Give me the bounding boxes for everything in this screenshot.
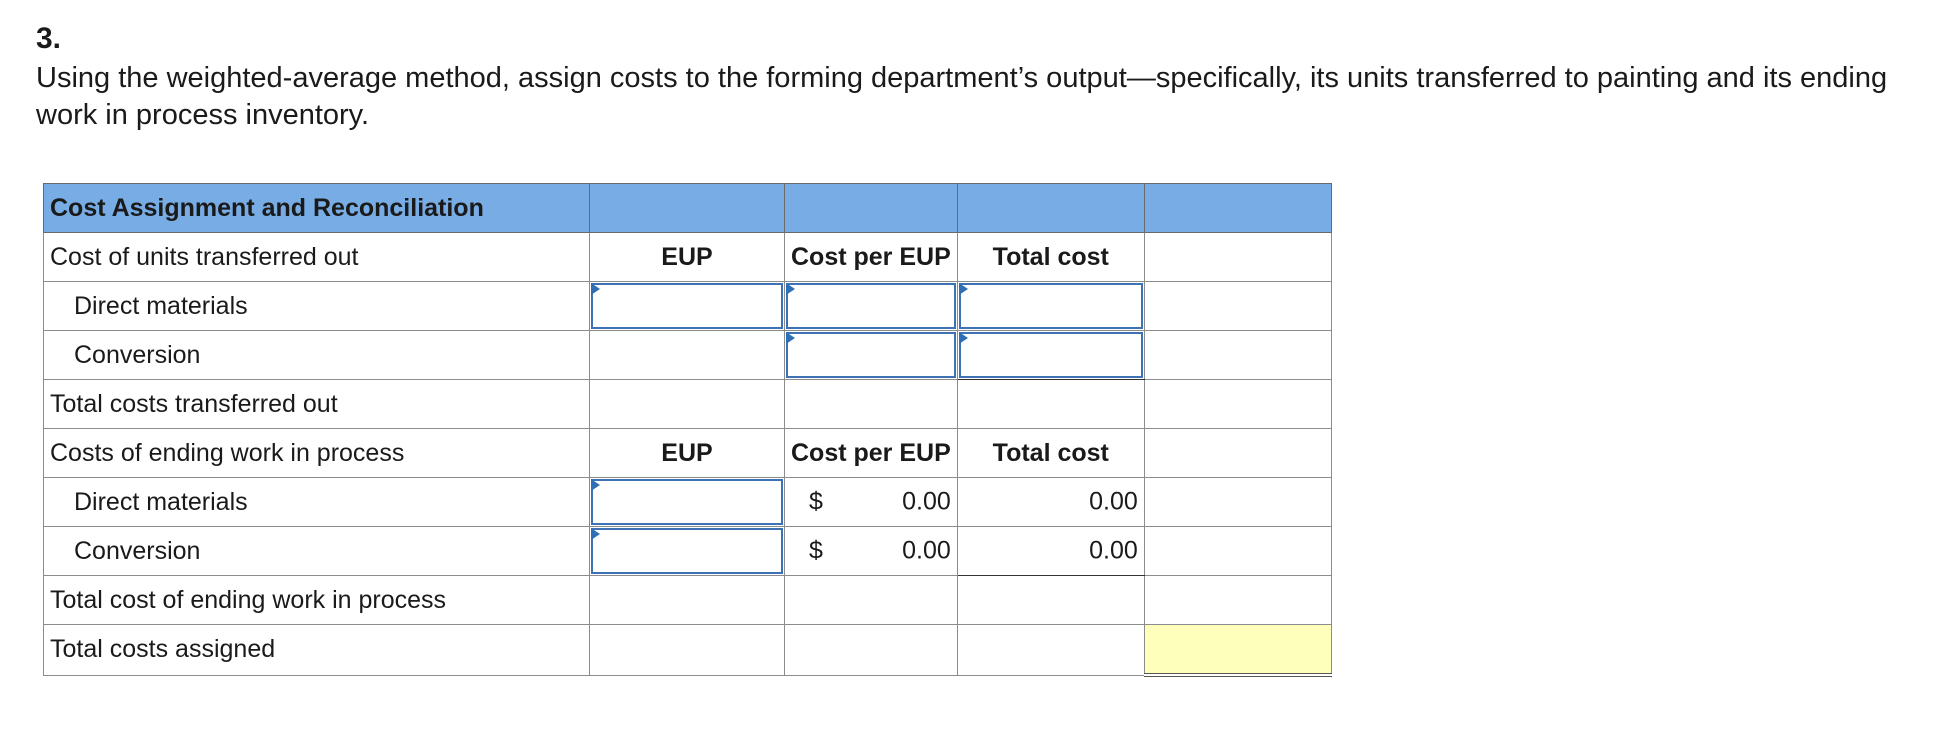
transferred-dm-eup-cell: [589, 281, 785, 331]
table-row: Conversion: [43, 330, 1332, 380]
empty-cell: [589, 575, 785, 625]
empty-cell: [1143, 575, 1332, 625]
ending-wip-conversion-eup-input[interactable]: [591, 528, 783, 574]
empty-cell: [956, 624, 1145, 676]
total-costs-assigned-cell[interactable]: [1143, 624, 1332, 677]
ending-wip-dm-label: Direct materials: [43, 477, 590, 527]
ending-wip-conversion-label: Conversion: [43, 526, 590, 576]
empty-cell: [589, 379, 785, 429]
transferred-conversion-cost-per-eup-cell: [784, 330, 958, 380]
transferred-dm-cost-per-eup-cell: [784, 281, 958, 331]
table-row: Cost of units transferred out EUP Cost p…: [43, 232, 1332, 282]
empty-cell: [1143, 232, 1332, 282]
empty-cell: [589, 624, 785, 676]
empty-cell: [1143, 526, 1332, 576]
table-title: Cost Assignment and Reconciliation: [43, 183, 590, 233]
empty-cell: [784, 624, 958, 676]
ending-wip-dm-cost-per-eup-cell: $ 0.00: [784, 477, 958, 527]
column-header-eup: EUP: [589, 428, 785, 478]
ending-wip-dm-eup-cell: [589, 477, 785, 527]
table-row: Direct materials $ 0.00 0.00: [43, 477, 1332, 527]
ending-wip-dm-eup-input[interactable]: [591, 479, 783, 525]
transferred-dm-label: Direct materials: [43, 281, 590, 331]
header-cell: [589, 183, 785, 233]
ending-wip-conversion-cost-per-eup-value: 0.00: [902, 536, 951, 565]
ending-wip-dm-total-cost-cell: 0.00: [956, 477, 1145, 527]
ending-wip-conversion-cost-per-eup-cell: $ 0.00: [784, 526, 958, 576]
question-prompt: Using the weighted-average method, assig…: [36, 62, 1888, 131]
empty-cell: [1143, 477, 1332, 527]
transferred-dm-total-cost-cell: [956, 281, 1145, 331]
ending-wip-conversion-total-cost-cell: 0.00: [956, 526, 1145, 576]
transferred-conversion-cost-per-eup-input[interactable]: [786, 332, 956, 378]
dollar-sign: $: [809, 536, 823, 565]
table-row: Total cost of ending work in process: [43, 575, 1332, 625]
empty-cell: [589, 330, 785, 380]
transferred-conversion-total-cost-cell: [956, 330, 1145, 380]
empty-cell: [784, 575, 958, 625]
ending-wip-dm-cost-per-eup-value: 0.00: [902, 487, 951, 516]
empty-cell: [784, 379, 958, 429]
table-row: Direct materials: [43, 281, 1332, 331]
total-ending-wip-cell[interactable]: [956, 575, 1145, 625]
column-header-cost-per-eup: Cost per EUP: [784, 232, 958, 282]
ending-wip-dm-total-cost-value: 0.00: [1089, 487, 1138, 516]
header-cell: [956, 183, 1145, 233]
column-header-cost-per-eup: Cost per EUP: [784, 428, 958, 478]
column-header-total-cost: Total cost: [956, 428, 1145, 478]
column-header-eup: EUP: [589, 232, 785, 282]
ending-wip-label: Costs of ending work in process: [43, 428, 590, 478]
table-row: Conversion $ 0.00 0.00: [43, 526, 1332, 576]
ending-wip-conversion-eup-cell: [589, 526, 785, 576]
empty-cell: [1143, 379, 1332, 429]
transferred-conversion-total-cost-input[interactable]: [958, 332, 1143, 378]
question-number: 3.: [36, 22, 62, 55]
cost-assignment-table: Cost Assignment and Reconciliation Cost …: [43, 183, 1332, 677]
total-transferred-out-cell[interactable]: [956, 379, 1145, 429]
header-cell: [784, 183, 958, 233]
transferred-out-label: Cost of units transferred out: [43, 232, 590, 282]
total-transferred-out-label: Total costs transferred out: [43, 379, 590, 429]
total-ending-wip-label: Total cost of ending work in process: [43, 575, 590, 625]
header-cell: [1143, 183, 1332, 233]
empty-cell: [1143, 281, 1332, 331]
table-row: Total costs transferred out: [43, 379, 1332, 429]
empty-cell: [1143, 428, 1332, 478]
transferred-dm-total-cost-input[interactable]: [958, 283, 1143, 329]
transferred-dm-eup-input[interactable]: [591, 283, 783, 329]
ending-wip-conversion-total-cost-value: 0.00: [1089, 536, 1138, 565]
transferred-conversion-label: Conversion: [43, 330, 590, 380]
table-row: Costs of ending work in process EUP Cost…: [43, 428, 1332, 478]
dollar-sign: $: [809, 487, 823, 516]
transferred-dm-cost-per-eup-input[interactable]: [786, 283, 956, 329]
column-header-total-cost: Total cost: [956, 232, 1145, 282]
table-header-row: Cost Assignment and Reconciliation: [43, 183, 1332, 233]
total-costs-assigned-label: Total costs assigned: [43, 624, 590, 676]
empty-cell: [1143, 330, 1332, 380]
table-row: Total costs assigned: [43, 624, 1332, 677]
